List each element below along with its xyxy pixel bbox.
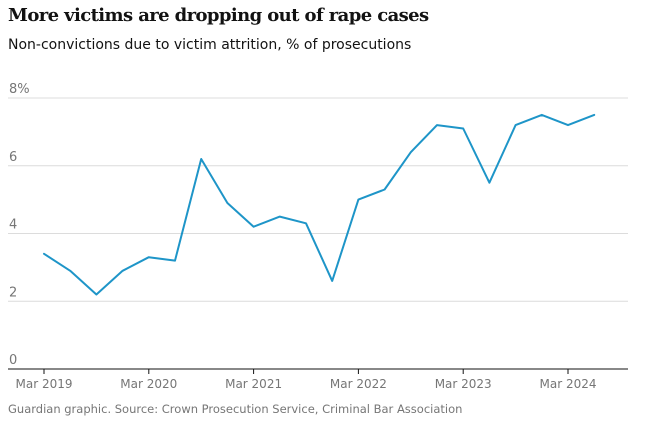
data-point bbox=[383, 188, 385, 190]
data-point bbox=[200, 158, 202, 160]
data-point bbox=[121, 270, 123, 272]
y-tick-label: 6 bbox=[9, 150, 17, 165]
x-tick-label: Mar 2019 bbox=[16, 377, 73, 391]
data-point bbox=[436, 124, 438, 126]
data-point bbox=[252, 226, 254, 228]
x-tick-label: Mar 2021 bbox=[225, 377, 282, 391]
data-point bbox=[331, 280, 333, 282]
data-point bbox=[541, 114, 543, 116]
data-point bbox=[357, 198, 359, 200]
data-point bbox=[305, 222, 307, 224]
data-point bbox=[69, 270, 71, 272]
data-point bbox=[488, 181, 490, 183]
y-tick-label: 0 bbox=[9, 353, 17, 368]
data-point bbox=[95, 293, 97, 295]
data-point bbox=[462, 127, 464, 129]
data-point bbox=[174, 259, 176, 261]
data-point bbox=[593, 114, 595, 116]
x-tick-label: Mar 2024 bbox=[540, 377, 597, 391]
x-tick-label: Mar 2020 bbox=[120, 377, 177, 391]
data-point bbox=[43, 253, 45, 255]
y-tick-label: 4 bbox=[9, 218, 17, 233]
gridlines bbox=[8, 97, 628, 302]
source-note: Guardian graphic. Source: Crown Prosecut… bbox=[8, 402, 463, 416]
x-tick-label: Mar 2023 bbox=[435, 377, 492, 391]
data-point bbox=[279, 215, 281, 217]
chart-title: More victims are dropping out of rape ca… bbox=[8, 5, 429, 26]
x-tick-label: Mar 2022 bbox=[330, 377, 387, 391]
y-tick-label: 8% bbox=[9, 82, 30, 97]
series-line bbox=[43, 113, 596, 296]
series-lines bbox=[43, 113, 596, 296]
data-point bbox=[514, 124, 516, 126]
data-point bbox=[410, 151, 412, 153]
data-point bbox=[226, 202, 228, 204]
y-tick-label: 2 bbox=[9, 285, 17, 300]
y-axis-labels: 0 2 4 6 8% bbox=[9, 82, 30, 368]
chart-subtitle: Non-convictions due to victim attrition,… bbox=[8, 37, 412, 53]
data-point bbox=[567, 124, 569, 126]
data-point bbox=[148, 256, 150, 258]
x-axis-ticks: Mar 2019 Mar 2020 Mar 2021 Mar 2022 Mar 2023… bbox=[16, 369, 597, 391]
